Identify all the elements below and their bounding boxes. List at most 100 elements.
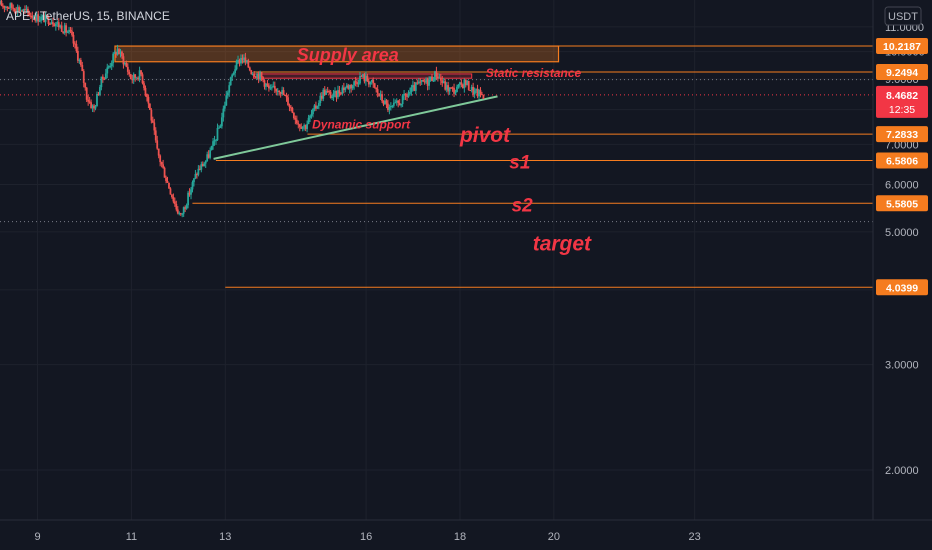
candle-body [219, 126, 222, 128]
candle-body [370, 79, 373, 82]
candle-body [470, 86, 473, 91]
candle-body [240, 57, 242, 64]
candle-body [350, 85, 353, 89]
candle-body [22, 9, 25, 12]
candle-body [97, 93, 100, 95]
candle-body [434, 71, 436, 81]
candle-body [316, 106, 319, 109]
level-badge [876, 152, 928, 169]
candle-body [320, 95, 323, 99]
candle-body [71, 31, 73, 35]
candle-body [135, 77, 138, 79]
candle-body [100, 76, 103, 88]
candle-body [313, 105, 316, 109]
time-axis-panel[interactable] [0, 520, 932, 550]
level-badge-label: 10.2187 [883, 41, 921, 53]
candle-body [46, 14, 48, 17]
candle-body [382, 101, 385, 105]
candle-body [312, 108, 314, 115]
candle-body [148, 103, 151, 110]
candle-body [341, 87, 344, 94]
candle-body [266, 83, 269, 86]
candle-body [171, 194, 173, 198]
candle-body [401, 95, 404, 105]
candle-body [439, 77, 442, 81]
candle-body [16, 7, 19, 13]
candle-body [18, 7, 21, 11]
candle-body [451, 87, 454, 89]
candle-body [256, 73, 259, 78]
candle-body [425, 79, 428, 83]
candle-body [222, 108, 225, 118]
candle-body [150, 109, 153, 121]
candle-body [101, 76, 104, 79]
candle-body [49, 23, 51, 25]
level-badge-label: 7.2833 [886, 129, 918, 141]
candle-body [422, 79, 425, 82]
candle-body [128, 71, 131, 75]
candle-body [163, 167, 166, 178]
candle-body [394, 102, 397, 104]
candle-body [444, 81, 447, 90]
candle-body [10, 3, 13, 8]
candle-body [106, 67, 109, 74]
candle-body [297, 123, 300, 125]
candle-body [147, 97, 150, 104]
candle-body [335, 90, 338, 98]
time-tick-label: 20 [548, 531, 560, 543]
candle-body [429, 76, 432, 80]
static-resistance-label: Static resistance [486, 66, 582, 80]
candles-series [0, 0, 485, 218]
candle-body [69, 29, 72, 32]
candle-body [294, 118, 297, 120]
candle-body [2, 5, 4, 7]
candle-body [288, 105, 291, 108]
candle-body [432, 80, 435, 82]
candle-body [356, 82, 358, 85]
candle-body [225, 95, 228, 106]
candle-body [134, 74, 137, 78]
candle-body [226, 92, 229, 96]
candle-body [461, 84, 464, 89]
candle-body [243, 57, 245, 61]
candle-body [262, 77, 264, 81]
candle-body [118, 49, 120, 54]
candle-body [220, 117, 223, 127]
candle-body [169, 188, 172, 195]
pivot-label: pivot [459, 124, 511, 147]
candle-body [260, 72, 263, 78]
candle-body [50, 22, 53, 25]
candle-body [99, 87, 101, 95]
candle-body [151, 120, 154, 123]
candle-body [182, 207, 185, 214]
candle-body [304, 125, 307, 129]
candle-body [62, 31, 65, 33]
candle-body [270, 87, 273, 89]
currency-badge[interactable] [884, 6, 922, 26]
candle-body [387, 103, 389, 111]
candle-body [281, 90, 284, 94]
candle-body [448, 87, 451, 92]
candle-body [347, 85, 350, 89]
level-badge-label: 9.2494 [886, 67, 918, 79]
candle-body [146, 93, 148, 98]
s2-label: s2 [512, 195, 534, 216]
candle-body [185, 205, 188, 209]
candle-body [38, 20, 41, 22]
candle-body [129, 74, 132, 80]
candle-body [364, 75, 367, 82]
candle-body [79, 59, 82, 65]
candle-body [153, 122, 156, 131]
candle-body [354, 81, 357, 83]
candle-body [66, 32, 69, 34]
candle-body [409, 91, 411, 94]
candle-body [404, 93, 407, 96]
candle-body [326, 91, 329, 93]
candle-body [141, 74, 144, 84]
candle-body [419, 81, 422, 83]
candle-body [203, 163, 206, 167]
candle-body [291, 107, 294, 113]
candle-body [9, 3, 12, 9]
candle-body [414, 82, 417, 91]
